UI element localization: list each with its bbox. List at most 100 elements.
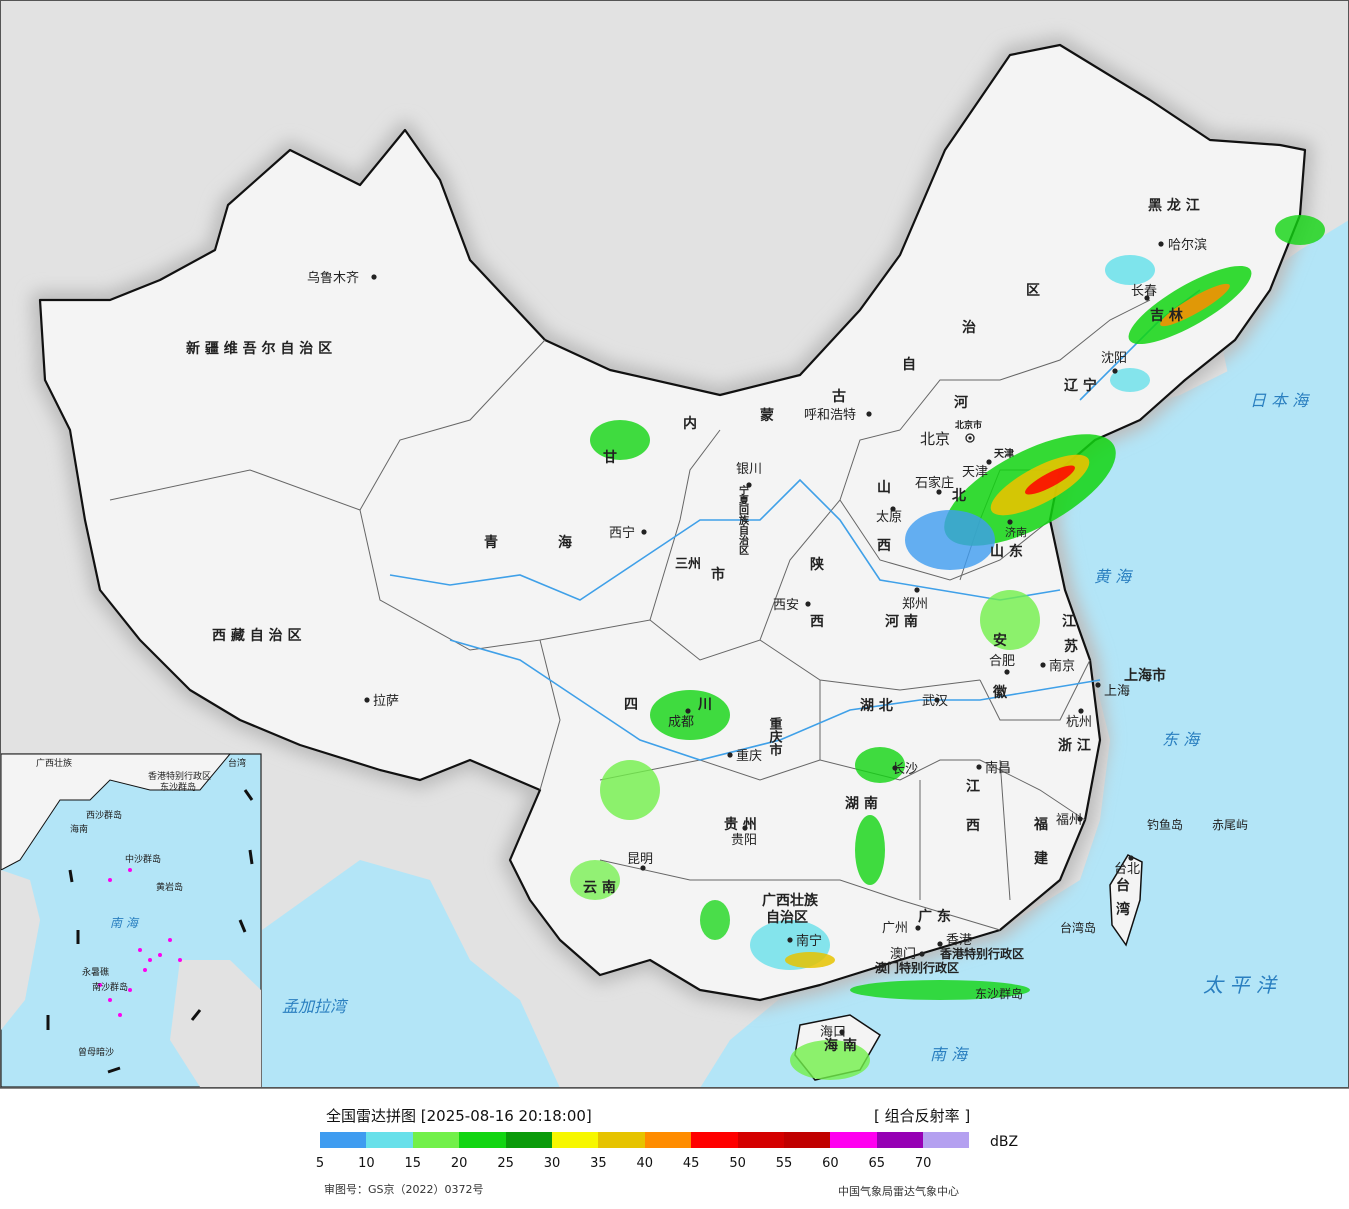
region-label: 云 南	[583, 879, 616, 896]
region-label: 市	[711, 566, 725, 583]
svg-text:昆明: 昆明	[627, 852, 653, 867]
region-label: 北京市	[955, 419, 982, 431]
city-fuzhou: 福州	[1056, 813, 1083, 828]
city-changsha: 长沙	[892, 762, 918, 777]
city-nanchang: 南昌	[976, 760, 1011, 776]
radar-map: 新 疆 维 吾 尔 自 治 区 西 藏 自 治 区 青 海 甘 内 蒙 古 自 …	[0, 0, 1349, 1088]
legend-unit: dBZ	[990, 1134, 1019, 1150]
region-label: 台	[1116, 877, 1130, 894]
region-label: 福	[1033, 816, 1048, 833]
region-label: 蒙	[760, 407, 774, 424]
city-taiyuan: 太原	[876, 506, 902, 525]
region-label: 黑 龙 江	[1148, 197, 1200, 214]
svg-text:东沙群岛: 东沙群岛	[160, 781, 196, 793]
city-tianjin: 天津	[962, 459, 992, 480]
legend-tick-label: 45	[682, 1156, 700, 1171]
city-nanning: 南宁	[787, 933, 822, 949]
city-hongkong: 香港	[937, 933, 972, 948]
island-label: 赤尾屿	[1212, 818, 1248, 832]
svg-text:贵阳: 贵阳	[731, 833, 757, 848]
city-nanjing: 南京	[1040, 658, 1075, 674]
svg-text:郑州: 郑州	[902, 597, 928, 612]
svg-text:乌鲁木齐: 乌鲁木齐	[307, 270, 359, 286]
sea-label: 孟加拉湾	[282, 997, 349, 1016]
map-approval-number: 审图号：GS京（2022）0372号	[324, 1183, 484, 1196]
legend-tick-label: 10	[358, 1156, 375, 1171]
sea-label: 太 平 洋	[1203, 973, 1278, 997]
island-label: 钓鱼岛	[1147, 817, 1183, 832]
sea-bengal	[262, 860, 560, 1088]
region-label: 西	[966, 818, 980, 834]
svg-text:呼和浩特: 呼和浩特	[804, 408, 856, 423]
svg-text:沈阳: 沈阳	[1101, 351, 1127, 366]
island-label: 东沙群岛	[975, 986, 1023, 1001]
svg-text:成都: 成都	[668, 715, 694, 730]
legend-tick-label: 40	[636, 1156, 654, 1171]
city-kunming: 昆明	[627, 852, 653, 871]
sea-label: 南 海	[930, 1045, 969, 1064]
island-labels: 钓鱼岛 赤尾屿 台湾岛 东沙群岛	[975, 817, 1248, 1001]
region-label: 徽	[992, 684, 1008, 701]
region-label: 贵 州	[724, 816, 757, 833]
region-label: 西	[877, 538, 891, 554]
region-label: 河	[954, 394, 968, 411]
sea-labels: 日 本 海 黄 海 东 海 太 平 洋 南 海 孟加拉湾	[282, 391, 1310, 1064]
legend-tick-label: 20	[450, 1156, 468, 1171]
svg-text:海口: 海口	[820, 1025, 846, 1040]
svg-text:石家庄: 石家庄	[915, 475, 954, 491]
region-labels: 新 疆 维 吾 尔 自 治 区 西 藏 自 治 区 青 海 甘 内 蒙 古 自 …	[186, 197, 1200, 1054]
region-label: 安	[993, 632, 1007, 649]
city-zhengzhou: 郑州	[902, 587, 928, 612]
radar-echoes	[570, 215, 1325, 1080]
legend-color-cell	[876, 1132, 924, 1148]
region-label: 山 东	[990, 543, 1023, 560]
region-label: 甘	[603, 449, 617, 466]
region-label: 西 藏 自 治 区	[212, 627, 302, 644]
svg-text:广西壮族: 广西壮族	[36, 757, 72, 769]
legend-tick-label: 65	[868, 1156, 886, 1171]
sea-japan	[1215, 220, 1349, 470]
city-shanghai: 上海	[1095, 682, 1130, 699]
svg-text:福州: 福州	[1056, 813, 1082, 828]
svg-text:天津: 天津	[962, 465, 988, 480]
region-label: 治	[962, 319, 976, 336]
region-label: 山	[877, 480, 891, 496]
svg-text:海南: 海南	[70, 823, 88, 835]
legend-color-cell	[320, 1132, 367, 1148]
svg-text:重庆: 重庆	[736, 748, 762, 764]
city-chengdu: 成都	[668, 708, 694, 730]
region-label: 宁夏回族自治区	[737, 484, 750, 555]
sea-label: 日 本 海	[1250, 391, 1310, 410]
region-label: 四	[624, 697, 638, 713]
city-macau: 澳门	[890, 946, 925, 962]
svg-text:南沙群岛: 南沙群岛	[92, 981, 128, 993]
region-label: 自治区	[766, 909, 808, 926]
svg-text:济南: 济南	[1005, 525, 1027, 539]
svg-text:南宁: 南宁	[796, 933, 822, 949]
legend-color-bar	[320, 1132, 970, 1148]
region-label: 澳门特别行政区	[875, 960, 959, 975]
legend-panel: 全国雷达拼图 [2025-08-16 20:18:00] [ 组合反射率 ] d…	[0, 1088, 1349, 1209]
city-haikou: 海口	[820, 1025, 846, 1040]
svg-text:西沙群岛: 西沙群岛	[86, 809, 122, 821]
legend-color-cell	[459, 1132, 506, 1148]
legend-product: [ 组合反射率 ]	[874, 1107, 971, 1125]
legend-color-cell	[366, 1132, 413, 1148]
region-label: 西	[810, 614, 824, 630]
svg-text:曾母暗沙: 曾母暗沙	[78, 1046, 114, 1058]
svg-text:银川: 银川	[736, 462, 762, 477]
svg-text:南 海: 南 海	[110, 916, 140, 930]
city-shijiazhuang: 石家庄	[915, 475, 954, 495]
region-label: 湖 北	[860, 698, 893, 714]
city-guiyang: 贵阳	[731, 825, 757, 848]
region-label: 广西壮族	[762, 892, 819, 909]
city-hohhot: 呼和浩特	[804, 408, 872, 423]
svg-text:合肥: 合肥	[989, 654, 1015, 669]
svg-text:西宁: 西宁	[609, 525, 635, 541]
region-label: 青	[484, 534, 498, 551]
sea-east	[700, 280, 1349, 1088]
region-label: 河 南	[885, 613, 918, 630]
city-xining: 西宁	[609, 525, 647, 541]
svg-text:武汉: 武汉	[922, 694, 948, 709]
region-label: 辽 宁	[1064, 377, 1097, 394]
